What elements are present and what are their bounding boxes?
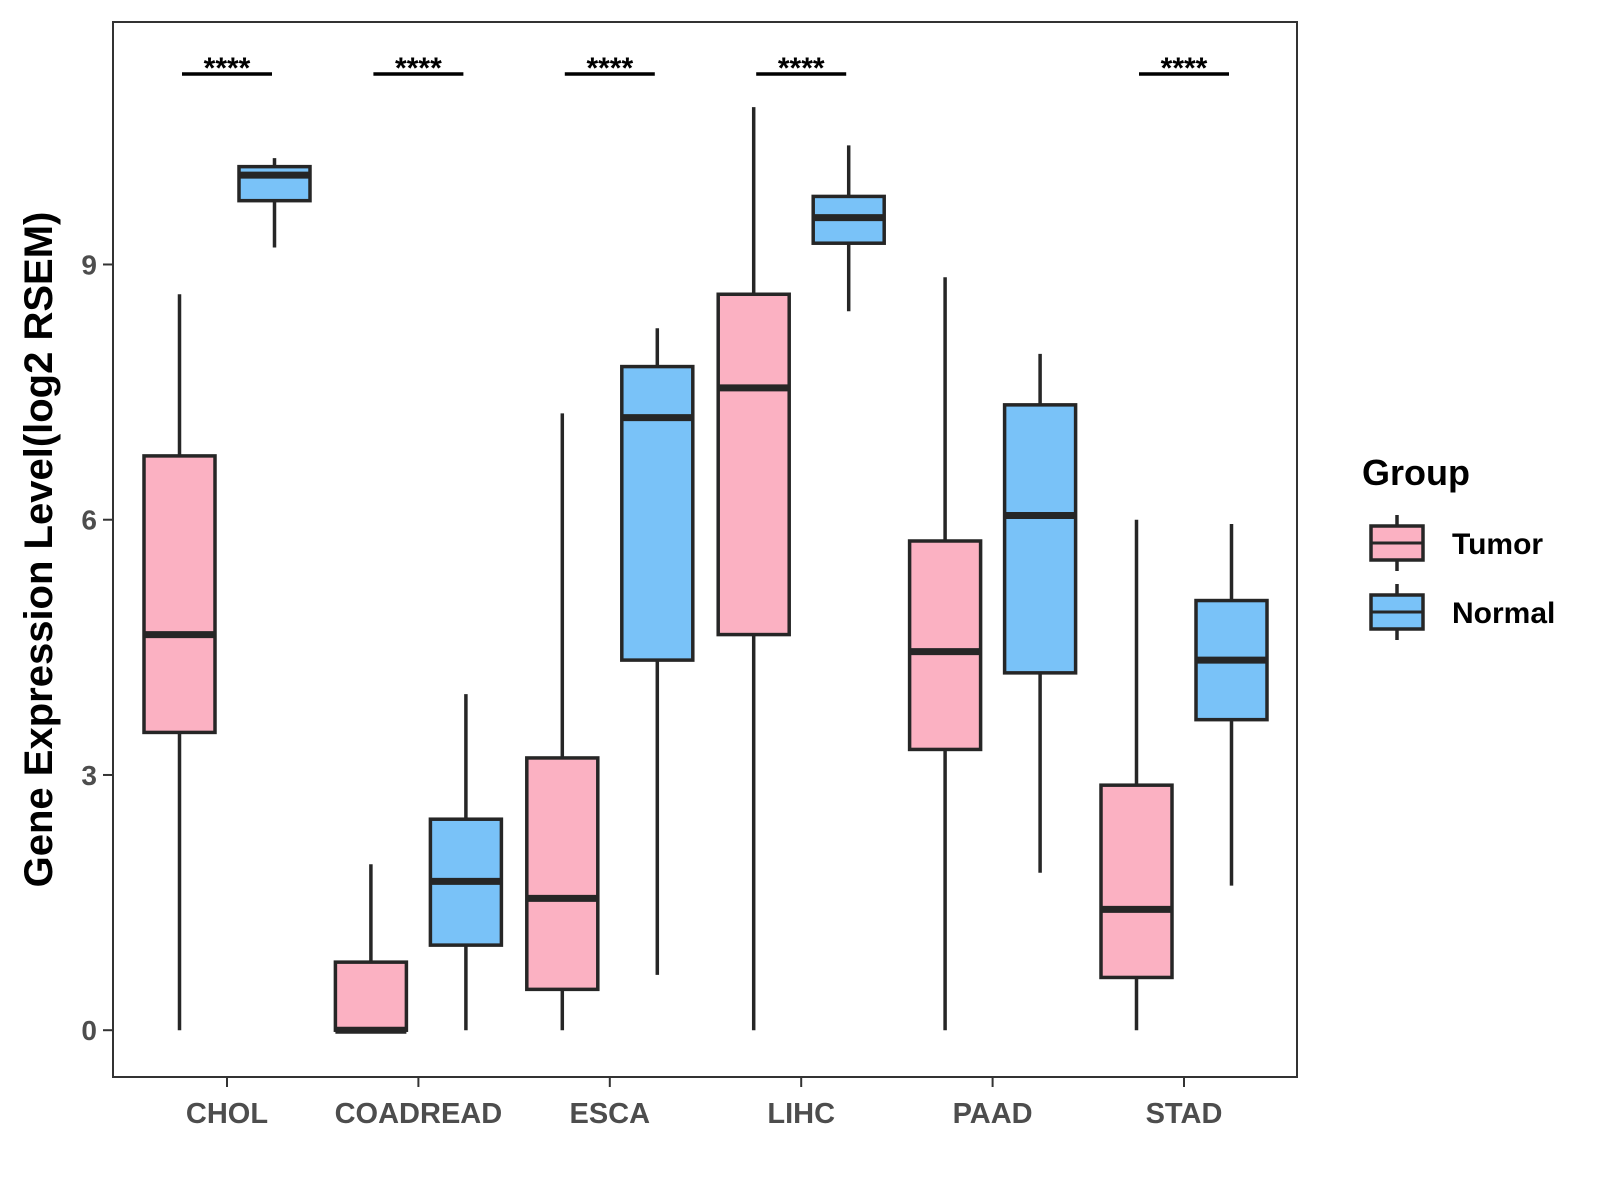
box-body (620, 364, 695, 662)
x-tick-label: LIHC (767, 1098, 835, 1130)
box-body (525, 756, 600, 992)
legend-key-normal (1369, 584, 1425, 640)
x-tick-label: PAAD (953, 1098, 1033, 1130)
legend: Group Tumor Normal (1362, 452, 1555, 640)
y-tick-label: 9 (81, 249, 97, 280)
y-tick-label: 3 (81, 760, 97, 791)
box-normal-lihc (811, 145, 886, 312)
box-body (142, 454, 217, 735)
panel-border (112, 21, 1298, 1078)
box-tumor-esca (525, 413, 600, 1031)
y-axis-title: Gene Expression Level(log2 RSEM) (17, 212, 61, 888)
box-normal-coadread (428, 694, 504, 1031)
legend-key-tumor (1369, 515, 1425, 571)
box-body (1099, 783, 1174, 980)
significance-label: **** (586, 52, 633, 85)
legend-label-tumor: Tumor (1452, 528, 1543, 561)
box-tumor-coadread (333, 864, 409, 1034)
box-tumor-lihc (716, 107, 791, 1031)
x-tick-label: STAD (1146, 1098, 1223, 1130)
box-normal-paad (1002, 353, 1078, 873)
box-tumor-paad (907, 277, 983, 1031)
box-normal-esca (620, 328, 695, 975)
y-tick-label: 0 (81, 1015, 97, 1046)
box-body (907, 539, 983, 752)
box-body (333, 960, 409, 1032)
y-tick-label: 6 (81, 505, 97, 536)
box-normal-stad (1194, 523, 1269, 886)
box-body (1002, 403, 1078, 675)
significance-label: **** (395, 52, 442, 85)
legend-title: Group (1362, 452, 1470, 493)
significance-label: **** (1161, 52, 1208, 85)
significance-label: **** (204, 52, 251, 85)
box-body (716, 292, 791, 637)
x-tick-label: CHOL (186, 1098, 268, 1130)
legend-label-normal: Normal (1452, 597, 1555, 630)
box-tumor-chol (142, 294, 217, 1031)
plot-area: 0 3 6 9 CHOL COADREAD ESCA LIHC PAAD STAD **** ****… (81, 21, 1298, 1130)
x-tick-label: COADREAD (335, 1098, 503, 1130)
significance-label: **** (778, 52, 825, 85)
box-normal-chol (237, 158, 312, 248)
x-tick-label: ESCA (570, 1098, 651, 1130)
box-tumor-stad (1099, 519, 1174, 1031)
